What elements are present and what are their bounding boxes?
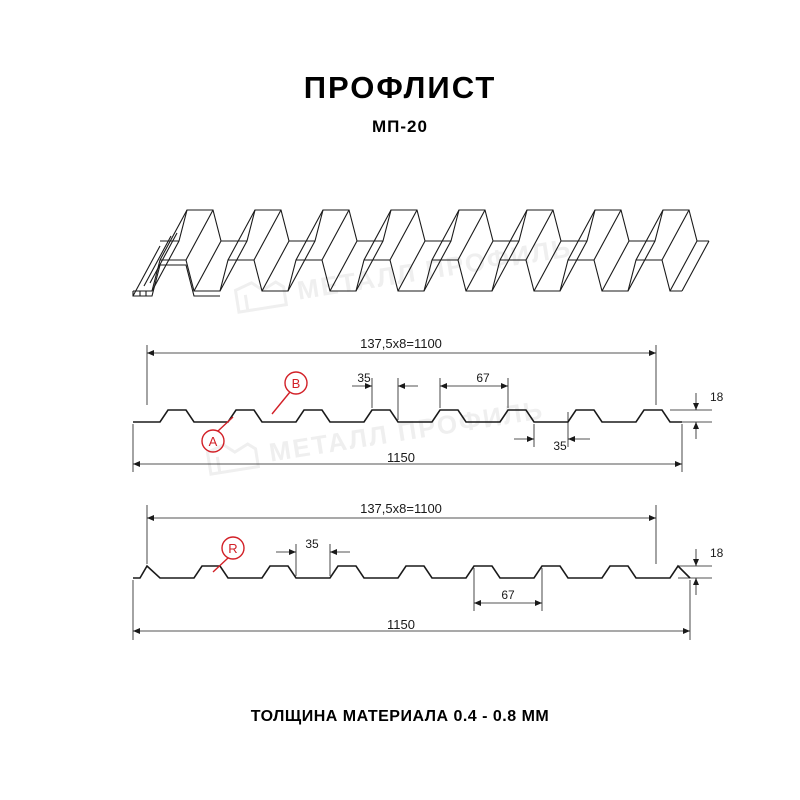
view-a-overall-width-label: 1150: [387, 450, 415, 465]
view-r-total-width-label: 137,5х8=1100: [360, 501, 442, 516]
watermark-top: МЕТАЛЛ ПРОФИЛЬ: [231, 229, 574, 318]
callout-a-label: A: [209, 434, 218, 449]
profile-view-r: [132, 505, 712, 640]
view-a-total-width-label: 137,5х8=1100: [360, 336, 442, 351]
view-r-height-label: 18: [710, 546, 724, 560]
isometric-sheet-view: [132, 209, 710, 297]
view-r-dim-35: 35: [305, 537, 319, 551]
callout-r-label: R: [228, 541, 237, 556]
view-a-dim-35-right: 35: [553, 439, 567, 453]
view-r-dim-67: 67: [501, 588, 515, 602]
page-title: ПРОФЛИСТ: [303, 70, 497, 105]
page-subtitle: МП-20: [372, 117, 428, 136]
profile-view-a: [132, 345, 712, 472]
watermark-logo-icon: [233, 280, 289, 314]
material-thickness-note: ТОЛЩИНА МАТЕРИАЛА 0.4 - 0.8 ММ: [250, 708, 550, 725]
callout-b-label: B: [292, 376, 301, 391]
view-r-overall-width-label: 1150: [387, 617, 415, 632]
view-a-height-label: 18: [710, 390, 724, 404]
view-a-dim-67: 67: [476, 371, 490, 385]
view-a-dim-35-left: 35: [357, 371, 371, 385]
